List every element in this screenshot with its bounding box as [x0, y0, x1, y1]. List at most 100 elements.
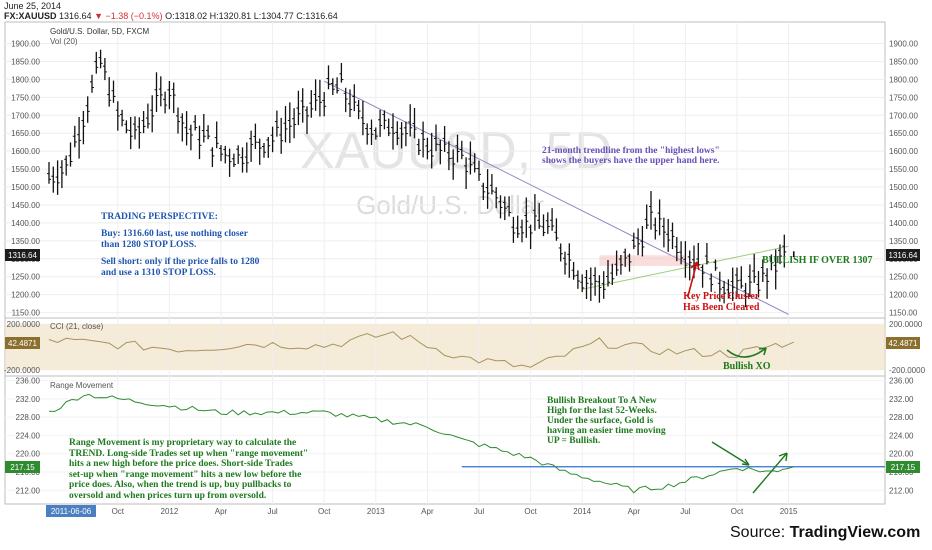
range-note-line-0: Range Movement is my proprietary way to … — [69, 438, 297, 448]
price-tick-right: 1650.00 — [889, 129, 918, 138]
tp-line-3: than 1280 STOP LOSS. — [101, 240, 197, 250]
price-panel-title: Gold/U.S. Dollar, 5D, FXCM — [50, 27, 150, 36]
key-cluster-line-1: Has Been Cleared — [683, 302, 760, 313]
upward-trend-arrow-head — [778, 452, 788, 462]
price-panel-frame — [4, 21, 886, 319]
x-tick-label: Oct — [112, 507, 125, 516]
breakout-line-4: UP = Bullish. — [547, 436, 601, 446]
price-tick-right: 1400.00 — [889, 219, 918, 228]
source-label: Source: — [730, 524, 786, 541]
grid-lines — [5, 22, 885, 504]
cci-line — [48, 331, 794, 368]
tp-line-0: TRADING PERSPECTIVE: — [101, 212, 218, 222]
bullish-xo-label: Bullish XO — [723, 361, 771, 372]
cci-value-tag-right: 42.4871 — [886, 337, 920, 349]
svg-text:42.4871: 42.4871 — [8, 339, 37, 348]
open-label: O: — [165, 11, 175, 21]
key-cluster-line-0: Key Price Cluster — [683, 291, 760, 302]
trading-perspective-note: TRADING PERSPECTIVE: Buy: 1316.60 last, … — [101, 212, 259, 279]
range-tick-left: 228.00 — [16, 413, 41, 422]
x-tick-label: Jul — [267, 507, 277, 516]
cci-tick-right: -200.0000 — [889, 366, 926, 375]
high-label: H: — [209, 11, 219, 21]
price-tick-right: 1900.00 — [889, 40, 918, 49]
close-label: C: — [296, 11, 306, 21]
price-tick-right: 1850.00 — [889, 57, 918, 66]
breakout-line-0: Bullish Breakout To A New — [547, 396, 657, 406]
range-tick-left: 220.00 — [16, 450, 41, 459]
trendline-note: 21-month trendline from the "highest low… — [542, 146, 720, 166]
volume-label: Vol (20) — [50, 37, 78, 46]
last-price-tag-right: 1316.64 — [886, 249, 920, 261]
range-tick-left: 224.00 — [16, 431, 41, 440]
range-value-tag-right: 217.15 — [886, 461, 920, 473]
low-value: 1304.77 — [261, 11, 294, 21]
price-tick-left: 1700.00 — [11, 111, 40, 120]
range-tick-right: 224.00 — [889, 431, 914, 440]
cci-series — [48, 331, 794, 368]
price-tick-right: 1350.00 — [889, 237, 918, 246]
source-footer: Source: TradingView.com — [730, 524, 920, 542]
x-tick-label: Jul — [474, 507, 484, 516]
trendline-note-line-1: shows the buyers have the upper hand her… — [542, 156, 720, 166]
price-tick-right: 1550.00 — [889, 165, 918, 174]
range-value-tag-left: 217.15 — [5, 461, 40, 473]
low-label: L: — [253, 11, 262, 21]
cci-panel-title: CCI (21, close) — [50, 322, 104, 331]
last-price: 1316.64 — [59, 11, 92, 21]
range-tick-right: 228.00 — [889, 413, 914, 422]
range-panel-title: Range Movement — [50, 381, 114, 390]
symbol-name: FX:XAUUSD — [4, 11, 57, 21]
x-tick-label: Oct — [318, 507, 331, 516]
cci-tick-left: 200.0000 — [7, 320, 41, 329]
svg-text:217.15: 217.15 — [891, 463, 916, 472]
price-tick-right: 1700.00 — [889, 111, 918, 120]
tp-line-6: and use a 1310 STOP LOSS. — [101, 268, 216, 278]
bullish-xo-arrow-head — [758, 347, 767, 356]
open-value: 1318.02 — [174, 11, 208, 21]
price-tick-left: 1900.00 — [11, 40, 40, 49]
price-change: ▼ −1.38 (−0.1%) — [94, 11, 163, 21]
close-value: 1316.64 — [305, 11, 338, 21]
x-tick-label: 2014 — [573, 507, 591, 516]
price-tick-left: 1500.00 — [11, 183, 40, 192]
key-cluster-arrow-head — [690, 261, 700, 271]
range-tick-right: 212.00 — [889, 486, 914, 495]
range-note-line-3: set-up when "range movement" hits a new … — [69, 469, 302, 480]
price-tick-right: 1750.00 — [889, 93, 918, 102]
price-tick-left: 1250.00 — [11, 273, 40, 282]
svg-text:2011-06-06: 2011-06-06 — [51, 507, 92, 516]
bullish-xo-arrow — [726, 347, 767, 358]
range-tick-right: 236.00 — [889, 377, 914, 386]
price-tick-right: 1800.00 — [889, 75, 918, 84]
range-movement-line — [48, 393, 794, 494]
key-cluster-note: Key Price Cluster Has Been Cleared — [683, 291, 759, 313]
tp-line-2: Buy: 1316.60 last, use nothing closer — [101, 229, 248, 239]
x-tick-label: Oct — [524, 507, 537, 516]
price-tick-left: 1350.00 — [11, 237, 40, 246]
high-value: 1320.81 — [218, 11, 252, 21]
range-tick-left: 236.00 — [16, 377, 41, 386]
range-tick-left: 232.00 — [16, 395, 41, 404]
range-tick-left: 212.00 — [16, 486, 41, 495]
price-tick-right: 1450.00 — [889, 201, 918, 210]
cci-value-tag-left: 42.4871 — [5, 337, 40, 349]
cci-tick-right: 200.0000 — [889, 320, 923, 329]
x-tick-label: Jul — [680, 507, 690, 516]
price-tick-left: 1200.00 — [11, 291, 40, 300]
svg-text:1316.64: 1316.64 — [889, 251, 918, 260]
svg-text:1316.64: 1316.64 — [8, 251, 37, 260]
price-tick-left: 1400.00 — [11, 219, 40, 228]
x-tick-label: Apr — [628, 507, 641, 516]
key-cluster-zone — [599, 255, 686, 266]
price-tick-left: 1750.00 — [11, 93, 40, 102]
symbol-header: FX:XAUUSD 1316.64 ▼ −1.38 (−0.1%) O:1318… — [4, 11, 338, 21]
price-tick-left: 1800.00 — [11, 75, 40, 84]
price-series — [47, 49, 795, 308]
price-tick-left: 1650.00 — [11, 129, 40, 138]
svg-text:217.15: 217.15 — [10, 463, 35, 472]
last-price-tag-left: 1316.64 — [5, 249, 40, 261]
price-tick-right: 1200.00 — [889, 291, 918, 300]
breakout-note: Bullish Breakout To A New High for the l… — [547, 396, 666, 446]
